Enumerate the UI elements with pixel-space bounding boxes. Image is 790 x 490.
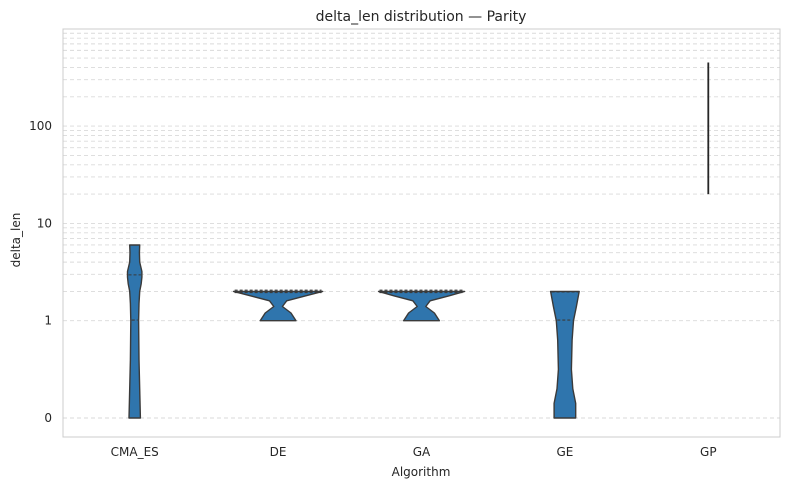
plot-frame — [62, 28, 781, 438]
chart-title: delta_len distribution — Parity — [316, 9, 527, 25]
y-tick-label: 10 — [37, 216, 52, 230]
violin-ga — [377, 290, 466, 322]
x-tick-label: GA — [413, 445, 431, 459]
y-tick-labels: 0 1 10 100 — [29, 119, 52, 425]
y-tick-label: 1 — [44, 314, 52, 328]
y-axis-label: delta_len — [9, 213, 23, 268]
violin-cma_es — [126, 244, 143, 419]
x-tick-labels: CMA_ES DE GA GE GP — [111, 445, 717, 459]
x-tick-label: CMA_ES — [111, 445, 159, 459]
x-tick-label: DE — [270, 445, 287, 459]
y-gridlines — [63, 32, 780, 419]
y-tick-label: 100 — [29, 119, 52, 133]
y-tick-label: 0 — [44, 411, 52, 425]
violin-ge — [549, 290, 580, 419]
x-tick-label: GP — [700, 445, 717, 459]
x-tick-label: GE — [556, 445, 573, 459]
violins-group — [126, 62, 710, 419]
x-axis-label: Algorithm — [392, 465, 451, 479]
violin-de — [232, 290, 324, 322]
